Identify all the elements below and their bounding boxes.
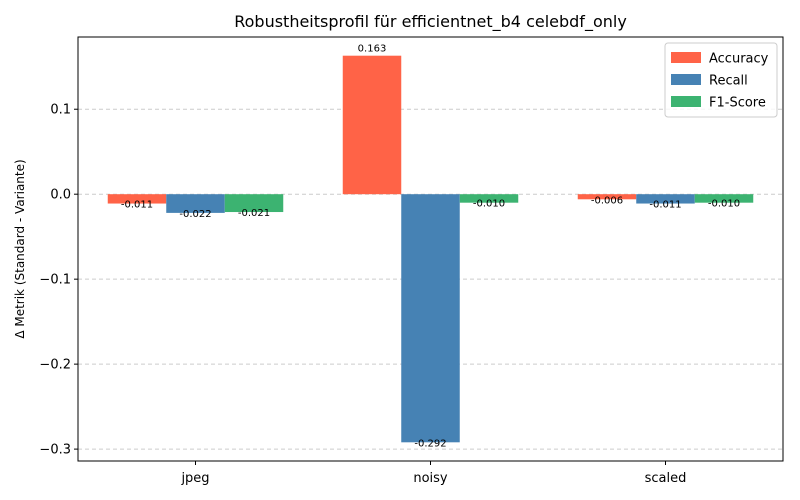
legend-label: Accuracy [709,52,769,67]
y-tick-label: −0.2 [39,358,71,373]
bar-recall [636,194,695,204]
bar-recall [166,194,225,213]
legend-label: Recall [709,74,748,89]
data-label: -0.022 [179,209,211,220]
data-label: -0.010 [708,199,740,210]
data-label-layer: -0.011 -0.022 -0.021 0.163 -0.292 -0.010 -0.00… [121,44,740,450]
data-label: -0.292 [414,438,446,449]
x-tick-label: noisy [413,471,448,486]
y-tick-label: −0.1 [39,273,71,288]
data-label: -0.011 [121,200,153,211]
legend-label: F1-Score [709,96,766,111]
chart-title: Robustheitsprofil für efficientnet_b4 ce… [234,12,627,32]
bar-accuracy [107,194,167,204]
legend: Accuracy Recall F1-Score [664,42,778,118]
data-label: -0.010 [473,199,505,210]
y-axis-label: Δ Metrik (Standard - Variante) [13,159,27,338]
data-label: 0.163 [358,44,387,55]
x-tick-label: jpeg [180,471,209,486]
tick-layer: 0.1 0.0 −0.1 −0.2 −0.3 jpeg noisy scaled [39,103,686,486]
data-label: -0.021 [238,208,270,219]
y-tick-label: 0.0 [50,188,71,203]
bar-recall [401,194,460,443]
legend-swatch [671,52,701,63]
legend-swatch [671,74,701,85]
y-tick-label: −0.3 [39,443,71,458]
legend-swatch [671,96,701,107]
bar-f1-score [694,194,754,203]
data-label: -0.006 [591,195,623,206]
data-label: -0.011 [649,200,681,211]
y-tick-label: 0.1 [50,103,71,118]
x-tick-label: scaled [645,471,687,486]
bar-f1-score [224,194,284,213]
bar-layer [107,55,754,443]
bar-accuracy [577,194,637,200]
bar-f1-score [459,194,519,203]
bar-accuracy [342,55,402,195]
